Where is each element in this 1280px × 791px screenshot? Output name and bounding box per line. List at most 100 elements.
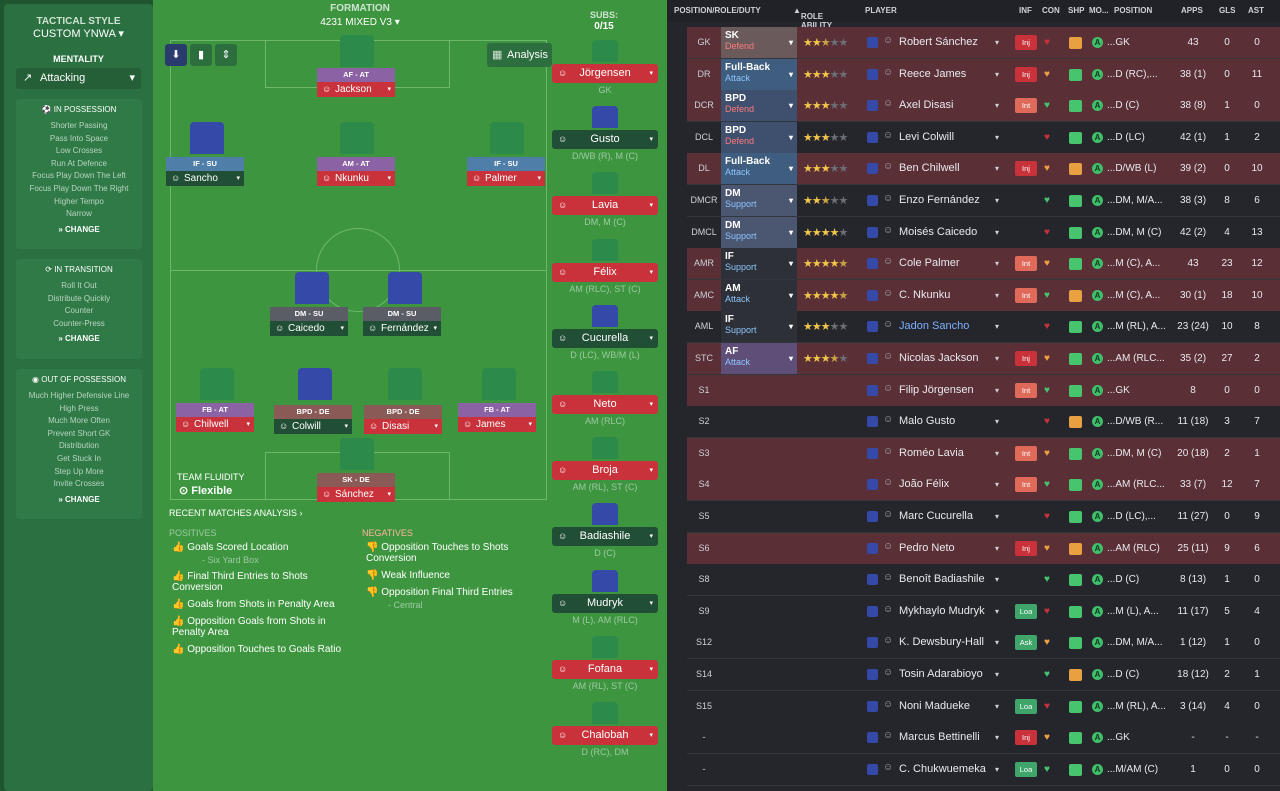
table-row[interactable]: DL Full-Back Attack ▾ ★★★★★ ☺ Ben Chilwell ▾ Inj… — [687, 153, 1280, 185]
table-row[interactable]: S1 ☺ Filip Jörgensen ▾ Int ♥ A ...GK 8 0 0 — [687, 375, 1280, 407]
player-card-sanchez[interactable]: SK - DE ☺ Sánchez ▾ — [317, 473, 395, 502]
col-position[interactable]: POSITION — [1114, 6, 1153, 15]
col-mo[interactable]: MO... — [1089, 6, 1109, 15]
chevron-down-icon[interactable]: ▾ — [995, 607, 1000, 616]
chevron-down-icon[interactable]: ▾ — [995, 70, 1000, 79]
table-row[interactable]: DCL BPD Defend ▾ ★★★★★ ☺ Levi Colwill ▾ ♥ A ...D (… — [687, 122, 1280, 154]
player-card-colwill[interactable]: BPD - DE ☺ Colwill ▾ — [274, 405, 352, 434]
table-row[interactable]: - ☺ C. Chukwuemeka ▾ Loa ♥ A ...M/AM (C) 1 0 0 — [687, 754, 1280, 786]
table-row[interactable]: S14 ☺ Tosin Adarabioyo ▾ ♥ A ...D (C) 18 (12) 2 1 — [687, 659, 1280, 691]
table-row[interactable]: S6 ☺ Pedro Neto ▾ Inj ♥ A ...AM (RLC) 25 (11) 9 6 — [687, 533, 1280, 565]
chevron-down-icon[interactable]: ▾ — [995, 670, 1000, 679]
table-row[interactable]: AMR IF Support ▾ ★★★★★ ☺ Cole Palmer ▾ Int ♥ A ...M… — [687, 248, 1280, 280]
analysis-button[interactable]: ▦ Analysis — [487, 43, 552, 67]
change-button[interactable]: » CHANGE — [58, 494, 100, 504]
player-name-link[interactable]: Cole Palmer — [899, 257, 960, 269]
chevron-down-icon[interactable]: ▾ — [995, 480, 1000, 489]
player-name-link[interactable]: Marcus Bettinelli — [899, 731, 980, 743]
recent-matches-analysis-link[interactable]: RECENT MATCHES ANALYSIS › — [169, 508, 303, 518]
table-row[interactable]: S5 ☺ Marc Cucurella ▾ ♥ A ...D (LC),... 11 (27)… — [687, 501, 1280, 533]
player-name-link[interactable]: Mykhaylo Mudryk — [899, 605, 985, 617]
sub-player-button[interactable]: ☺ Badiashile ▾ — [552, 527, 658, 546]
table-row[interactable]: GK SK Defend ▾ ★★★★★ ☺ Robert Sánchez ▾ Inj ♥ A...… — [687, 27, 1280, 59]
player-name-link[interactable]: Roméo Lavia — [899, 447, 964, 459]
player-card-jackson[interactable]: AF - AT ☺ Jackson ▾ — [317, 68, 395, 97]
player-name-link[interactable]: Reece James — [899, 68, 967, 80]
table-row[interactable]: S3 ☺ Roméo Lavia ▾ Int ♥ A ...DM, M (C) 20 (18) 2… — [687, 438, 1280, 470]
col-role-ability[interactable]: ▲ ROLE ABILITY — [793, 6, 833, 30]
chevron-down-icon[interactable]: ▾ — [995, 544, 1000, 553]
role-select[interactable]: Full-Back Attack ▾ — [721, 59, 797, 91]
chevron-down-icon[interactable]: ▾ — [995, 417, 1000, 426]
table-row[interactable]: - ☺ Marcus Bettinelli ▾ Inj ♥ A ...GK - - - — [687, 722, 1280, 754]
sub-player-button[interactable]: ☺ Félix ▾ — [552, 263, 658, 282]
download-icon[interactable]: ⬇ — [165, 44, 187, 66]
col-position-role-duty[interactable]: POSITION/ROLE/DUTY — [674, 6, 761, 15]
player-name-link[interactable]: Axel Disasi — [899, 99, 954, 111]
role-select[interactable]: SK Defend ▾ — [721, 27, 797, 59]
player-card-nkunku[interactable]: AM - AT ☺ Nkunku ▾ — [317, 157, 395, 186]
chevron-down-icon[interactable]: ▾ — [995, 575, 1000, 584]
role-select[interactable]: BPD Defend ▾ — [721, 122, 797, 154]
role-select[interactable]: AM Attack ▾ — [721, 280, 797, 312]
player-name-link[interactable]: Robert Sánchez — [899, 36, 978, 48]
player-card-chilwell[interactable]: FB - AT ☺ Chilwell ▾ — [176, 403, 254, 432]
role-select[interactable]: Full-Back Attack ▾ — [721, 153, 797, 185]
table-row[interactable]: S9 ☺ Mykhaylo Mudryk ▾ Loa ♥ A ...M (L), A... 11… — [687, 596, 1280, 628]
table-row[interactable]: STC AF Attack ▾ ★★★★★ ☺ Nicolas Jackson ▾ Inj ♥ A.… — [687, 343, 1280, 375]
player-card-disasi[interactable]: BPD - DE ☺ Disasi ▾ — [364, 405, 442, 434]
col-apps[interactable]: APPS — [1181, 6, 1203, 15]
player-name-link[interactable]: C. Chukwuemeka — [899, 763, 986, 775]
sub-player-button[interactable]: ☺ Mudryk ▾ — [552, 594, 658, 613]
sort-icon[interactable]: ⇕ — [215, 44, 237, 66]
player-name-link[interactable]: C. Nkunku — [899, 289, 951, 301]
role-select[interactable]: DM Support ▾ — [721, 217, 797, 249]
col-shp[interactable]: SHP — [1068, 6, 1085, 15]
player-name-link[interactable]: Levi Colwill — [899, 131, 955, 143]
chevron-down-icon[interactable]: ▾ — [995, 259, 1000, 268]
tactical-style-name[interactable]: CUSTOM YNWA ▾ — [0, 27, 157, 40]
player-name-link[interactable]: Enzo Fernández — [899, 194, 980, 206]
table-row[interactable]: S4 ☺ João Félix ▾ Int ♥ A ...AM (RLC... 33 (7) 12… — [687, 469, 1280, 501]
change-button[interactable]: » CHANGE — [58, 224, 100, 234]
col-player[interactable]: PLAYER — [865, 6, 897, 15]
chevron-down-icon[interactable]: ▾ — [995, 291, 1000, 300]
player-name-link[interactable]: Ben Chilwell — [899, 162, 960, 174]
chevron-down-icon[interactable]: ▾ — [995, 765, 1000, 774]
table-row[interactable]: S15 ☺ Noni Madueke ▾ Loa ♥ A ...M (RL), A... 3 (… — [687, 691, 1280, 723]
sub-player-button[interactable]: ☺ Cucurella ▾ — [552, 329, 658, 348]
player-card-james[interactable]: FB - AT ☺ James ▾ — [458, 403, 536, 432]
chevron-down-icon[interactable]: ▾ — [995, 196, 1000, 205]
player-name-link[interactable]: Jadon Sancho — [899, 320, 970, 332]
col-ast[interactable]: AST — [1248, 6, 1264, 15]
chevron-down-icon[interactable]: ▾ — [995, 638, 1000, 647]
chevron-down-icon[interactable]: ▾ — [995, 449, 1000, 458]
role-select[interactable]: DM Support ▾ — [721, 185, 797, 217]
player-name-link[interactable]: Marc Cucurella — [899, 510, 973, 522]
table-row[interactable]: DMCL DM Support ▾ ★★★★★ ☺ Moisés Caicedo ▾ ♥ A...… — [687, 217, 1280, 249]
table-row[interactable]: AMC AM Attack ▾ ★★★★★ ☺ C. Nkunku ▾ Int ♥ A ...M (C… — [687, 280, 1280, 312]
change-button[interactable]: » CHANGE — [58, 334, 100, 344]
mentality-select[interactable]: ↗ Attacking ▾ — [16, 68, 141, 89]
table-row[interactable]: DMCR DM Support ▾ ★★★★★ ☺ Enzo Fernández ▾ ♥ A...… — [687, 185, 1280, 217]
player-name-link[interactable]: Filip Jörgensen — [899, 384, 974, 396]
player-card-caicedo[interactable]: DM - SU ☺ Caicedo ▾ — [270, 307, 348, 336]
chevron-down-icon[interactable]: ▾ — [995, 101, 1000, 110]
player-name-link[interactable]: Pedro Neto — [899, 542, 955, 554]
bar-chart-icon[interactable]: ▮ — [190, 44, 212, 66]
chevron-down-icon[interactable]: ▾ — [995, 164, 1000, 173]
table-row[interactable]: DR Full-Back Attack ▾ ★★★★★ ☺ Reece James ▾ Inj ♥… — [687, 59, 1280, 91]
col-con[interactable]: CON — [1042, 6, 1060, 15]
chevron-down-icon[interactable]: ▾ — [995, 133, 1000, 142]
sub-player-button[interactable]: ☺ Gusto ▾ — [552, 130, 658, 149]
chevron-down-icon[interactable]: ▾ — [995, 38, 1000, 47]
player-name-link[interactable]: K. Dewsbury-Hall — [899, 636, 984, 648]
formation-select[interactable]: 4231 MIXED V3 ▾ — [280, 17, 440, 28]
table-row[interactable]: AML IF Support ▾ ★★★★★ ☺ Jadon Sancho ▾ ♥ A ...M (… — [687, 311, 1280, 343]
role-select[interactable]: IF Support ▾ — [721, 311, 797, 343]
col-gls[interactable]: GLS — [1219, 6, 1236, 15]
table-row[interactable]: DCR BPD Defend ▾ ★★★★★ ☺ Axel Disasi ▾ Int ♥ A ...D… — [687, 90, 1280, 122]
chevron-down-icon[interactable]: ▾ — [995, 512, 1000, 521]
player-name-link[interactable]: Moisés Caicedo — [899, 226, 978, 238]
table-row[interactable]: S8 ☺ Benoît Badiashile ▾ ♥ A ...D (C) 8 (13) 1 0 — [687, 564, 1280, 596]
